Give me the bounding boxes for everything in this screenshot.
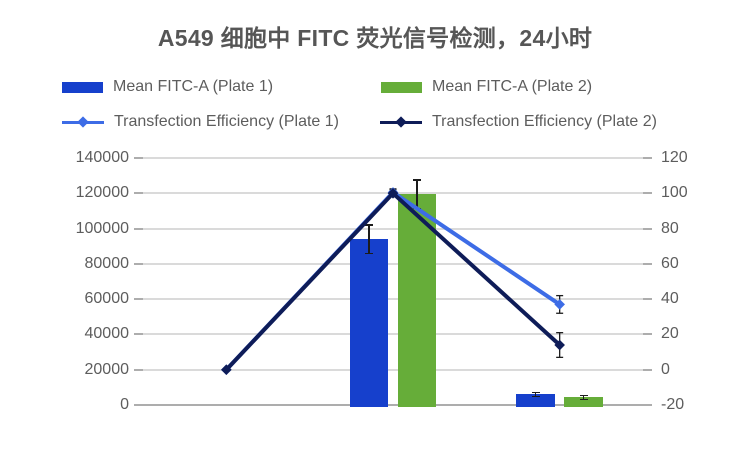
right-axis-tick [643,157,652,159]
line-marker-diamond-icon [387,187,399,199]
legend-bar-swatch-plate2-icon [381,81,422,93]
legend-item-transfection-plate1: Transfection Efficiency (Plate 1) [62,111,339,133]
right-axis-tick-label: -20 [661,396,685,413]
left-axis-tick [134,227,143,230]
plot-area: 140000 120 120000 100 100000 80 80000 60 60000 40… [76,149,688,413]
legend-line-swatch-plate2-icon [380,115,422,128]
right-axis-tick [643,333,652,336]
error-bar [582,395,585,400]
line-marker-diamond-icon [554,339,565,351]
left-axis-tick [134,333,143,336]
left-axis-tick [134,192,143,195]
left-axis-tick [134,298,143,301]
right-axis-tick-label: 60 [661,254,679,272]
left-axis-tick-label: 80000 [84,254,130,272]
left-axis-tick [134,157,143,159]
error-bar [368,225,370,254]
error-bar-cap [531,391,540,394]
error-bar-cap [365,224,373,226]
error-bar [416,180,418,209]
right-axis-tick-label: 120 [661,149,688,166]
x-axis-line [143,404,643,406]
legend-label-transfection-plate1: Transfection Efficiency (Plate 1) [114,113,339,130]
error-bar-cap [413,179,421,181]
right-axis-tick-label: 80 [661,219,679,237]
left-axis-tick-label: 60000 [84,290,130,308]
legend-diamond-marker-plate2-icon [395,115,407,128]
right-axis-tick-label: 20 [661,325,679,343]
left-axis-tick [134,262,143,265]
bar-plate2-cat3 [564,397,603,407]
left-axis-tick-label: 100000 [75,219,129,237]
legend-diamond-marker-plate1-icon [77,115,89,128]
error-bar-cap [579,398,588,401]
gridline [143,227,643,230]
gridline [143,262,643,265]
bar-plate1-cat2 [349,239,389,407]
gridline [143,333,643,336]
left-axis-tick-label: 120000 [75,184,129,202]
gridline [143,298,643,301]
efficiency-line-plate2 [224,190,562,372]
line-layer [221,187,565,376]
left-axis-tick [134,368,143,371]
legend-item-transfection-plate2: Transfection Efficiency (Plate 2) [380,111,657,133]
legend-item-mean-fitc-plate2: Mean FITC-A (Plate 2) [381,76,592,98]
left-axis-tick-label: 0 [120,396,129,413]
right-axis-tick [643,192,652,195]
error-bar [534,392,537,397]
right-axis-tick [643,262,652,265]
legend-label-transfection-plate2: Transfection Efficiency (Plate 2) [432,113,657,130]
legend-line-swatch-plate1-icon [62,115,104,128]
legend-bar-swatch-plate1-icon [62,81,103,93]
bar-plate1-cat3 [516,394,555,407]
efficiency-line-plate1 [224,189,561,372]
legend-label-mean-fitc-plate2: Mean FITC-A (Plate 2) [432,78,593,95]
right-axis-tick-label: 0 [661,360,670,378]
error-bar-cap [365,252,373,255]
right-axis-tick [643,227,652,230]
error-bar-cap [579,394,588,397]
left-axis-tick-label: 140000 [75,149,129,166]
right-axis-tick-label: 100 [661,184,688,202]
legend-item-mean-fitc-plate1: Mean FITC-A (Plate 1) [62,76,273,98]
right-axis-tick-label: 40 [661,290,679,308]
right-axis-tick [643,298,652,301]
error-bar-cap [531,395,540,398]
chart-title: A549 细胞中 FITC 荧光信号检测，24小时 [157,25,593,51]
line-marker-diamond-icon [554,299,565,310]
legend-label-mean-fitc-plate1: Mean FITC-A (Plate 1) [113,78,274,95]
left-axis-tick [134,404,143,406]
left-axis-tick-label: 20000 [84,360,130,378]
gridline [143,157,643,159]
right-axis-tick [643,404,652,406]
left-axis-tick-label: 40000 [84,325,130,343]
right-axis-tick [643,368,652,371]
gridline [143,368,643,371]
bar-plate2-cat2 [397,194,437,407]
